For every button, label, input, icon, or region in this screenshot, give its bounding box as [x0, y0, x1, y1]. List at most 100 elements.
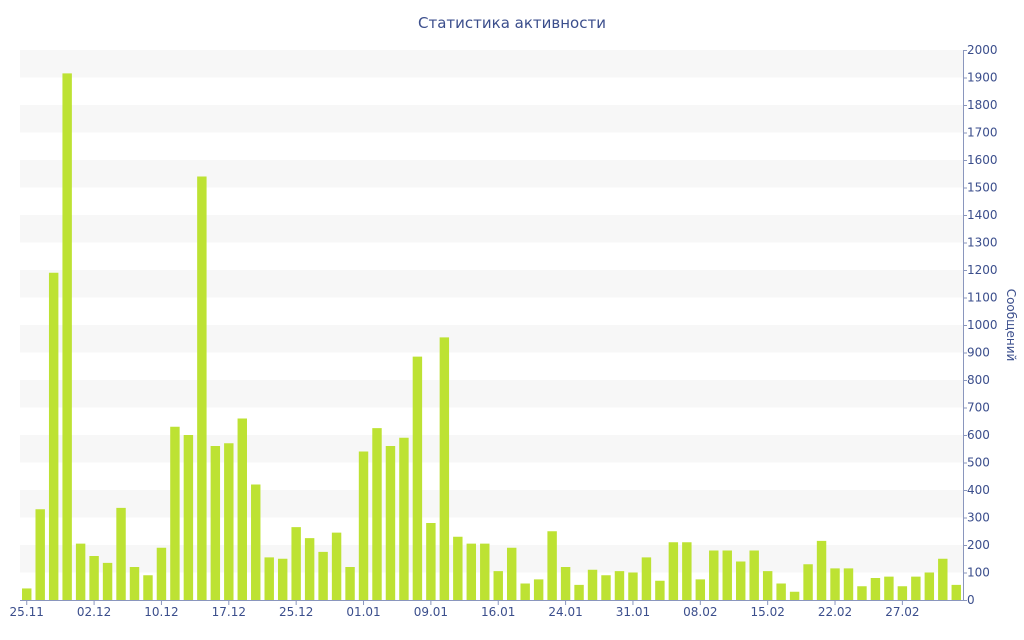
bar	[358, 451, 369, 600]
x-tick-label: 16.01	[481, 605, 515, 619]
bar	[587, 569, 598, 600]
bar	[277, 558, 288, 600]
bar	[641, 557, 652, 601]
grid-band	[20, 435, 963, 463]
bar	[143, 575, 153, 600]
bar	[749, 550, 759, 600]
bar	[668, 542, 679, 600]
grid-band	[20, 105, 963, 133]
y-tick-label: 1900	[967, 71, 998, 85]
x-tick-label: 09.01	[414, 605, 448, 619]
grid-band	[20, 380, 963, 408]
x-axis-ticks: 25.11 02.12 10.12 17.12 25.12 01.01 09.01 16.01…	[10, 600, 920, 619]
x-tick-label: 25.12	[279, 605, 313, 619]
bar	[655, 580, 665, 600]
bar	[870, 578, 881, 600]
y-tick-label: 2000	[967, 43, 998, 57]
bar	[547, 531, 557, 600]
bar	[116, 507, 126, 601]
bar	[857, 586, 867, 600]
bar	[129, 567, 140, 600]
bar	[318, 551, 328, 601]
y-tick-label: 1200	[967, 263, 998, 277]
bar	[614, 571, 625, 601]
bar	[345, 567, 355, 600]
y-axis-title: Сообщений	[1004, 289, 1018, 362]
bar	[170, 426, 180, 600]
bar	[251, 484, 261, 600]
bar	[197, 176, 207, 600]
bar	[210, 446, 221, 600]
bar	[426, 523, 436, 600]
x-tick-label: 15.02	[750, 605, 784, 619]
grid-bands	[20, 50, 963, 573]
bar	[574, 584, 584, 601]
y-tick-label: 300	[967, 511, 990, 525]
bar	[951, 584, 961, 601]
y-tick-label: 700	[967, 401, 990, 415]
y-tick-label: 600	[967, 428, 990, 442]
bar	[493, 571, 503, 601]
chart-title: Статистика активности	[418, 14, 606, 32]
y-tick-label: 800	[967, 373, 990, 387]
grid-band	[20, 270, 963, 298]
bar	[897, 586, 908, 600]
bar	[22, 588, 32, 600]
bar	[224, 443, 234, 600]
x-tick-label: 25.11	[10, 605, 44, 619]
x-tick-label: 22.02	[818, 605, 852, 619]
bar	[399, 437, 409, 600]
x-tick-label: 02.12	[77, 605, 111, 619]
bar	[237, 418, 247, 600]
y-axis-ticks: 0 100 200 300 400 500 600 700 800 900 1000 1100 1200…	[963, 43, 998, 607]
grid-band	[20, 490, 963, 518]
bar	[48, 272, 59, 600]
grid-band	[20, 50, 963, 78]
bar	[924, 572, 935, 600]
bar	[466, 543, 477, 601]
bar	[35, 509, 45, 600]
bar	[183, 435, 194, 600]
y-tick-label: 1400	[967, 208, 998, 222]
bars	[22, 73, 961, 601]
y-tick-label: 1000	[967, 318, 998, 332]
y-tick-label: 900	[967, 346, 990, 360]
bar	[304, 538, 315, 601]
y-tick-label: 1600	[967, 153, 998, 167]
bar	[884, 576, 894, 601]
y-tick-label: 100	[967, 566, 990, 580]
bar	[628, 572, 638, 600]
x-tick-label: 17.12	[212, 605, 246, 619]
y-tick-label: 1100	[967, 291, 998, 305]
bar	[506, 547, 517, 600]
bar	[911, 576, 921, 601]
grid-band	[20, 215, 963, 243]
bar	[722, 550, 732, 600]
bar	[75, 543, 86, 601]
bar	[412, 356, 423, 601]
grid-band	[20, 160, 963, 188]
bar	[102, 562, 113, 601]
y-tick-label: 1500	[967, 181, 998, 195]
y-tick-label: 500	[967, 456, 990, 470]
bar	[264, 557, 274, 601]
bar	[291, 527, 301, 601]
bar	[709, 550, 719, 600]
bar	[62, 73, 72, 601]
bar	[938, 558, 948, 600]
y-tick-label: 1300	[967, 236, 998, 250]
bar	[601, 575, 611, 600]
y-tick-label: 0	[967, 593, 975, 607]
bar	[736, 561, 746, 600]
bar	[533, 579, 544, 601]
bar	[156, 547, 167, 600]
x-tick-label: 24.01	[548, 605, 582, 619]
bar	[385, 446, 396, 600]
x-tick-label: 31.01	[616, 605, 650, 619]
bar	[830, 568, 840, 601]
bar	[560, 567, 571, 600]
bar	[816, 540, 827, 601]
y-tick-label: 400	[967, 483, 990, 497]
bar	[89, 556, 99, 600]
bar	[331, 532, 342, 601]
